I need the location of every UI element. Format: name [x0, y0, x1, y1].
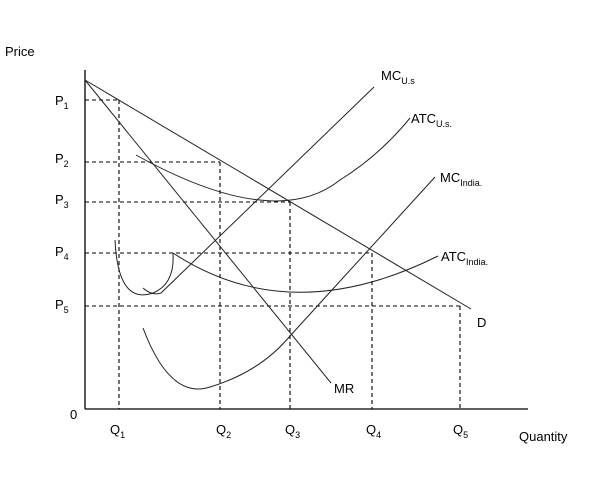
mc-us-label: MCU.s — [381, 68, 415, 86]
atc-india-left-branch — [114, 239, 174, 296]
price-tick-p2: P2 — [55, 151, 69, 169]
price-tick-p3: P3 — [55, 192, 69, 210]
price-tick-labels: P1 P2 P3 P4 P5 — [55, 93, 69, 315]
guide-lines — [85, 99, 461, 409]
quantity-tick-labels: Q1 Q2 Q3 Q4 Q5 — [110, 422, 468, 440]
origin-label: 0 — [70, 407, 77, 422]
mc-india-curve — [142, 176, 436, 390]
price-tick-p4: P4 — [55, 244, 69, 262]
quantity-tick-q2: Q2 — [216, 422, 231, 440]
atc-us-label: ATCU.s. — [411, 111, 452, 129]
mc-india-label: MCIndia. — [440, 170, 482, 188]
price-axis-label: Price — [5, 44, 35, 59]
price-tick-p5: P5 — [55, 297, 69, 315]
quantity-tick-q5: Q5 — [453, 422, 468, 440]
demand-label: D — [477, 315, 486, 330]
demand-curve — [84, 79, 472, 310]
quantity-axis-label: Quantity — [519, 429, 568, 444]
atc-india-label: ATCIndia. — [441, 249, 488, 267]
atc-india-curve — [172, 252, 439, 293]
quantity-tick-q3: Q3 — [285, 422, 300, 440]
price-tick-p1: P1 — [55, 93, 69, 111]
mr-label: MR — [334, 381, 354, 396]
atc-us-curve — [135, 117, 411, 202]
quantity-tick-q4: Q4 — [366, 422, 381, 440]
quantity-tick-q1: Q1 — [110, 422, 125, 440]
mc-us-curve — [142, 86, 375, 295]
marginal-revenue-curve — [84, 79, 332, 384]
